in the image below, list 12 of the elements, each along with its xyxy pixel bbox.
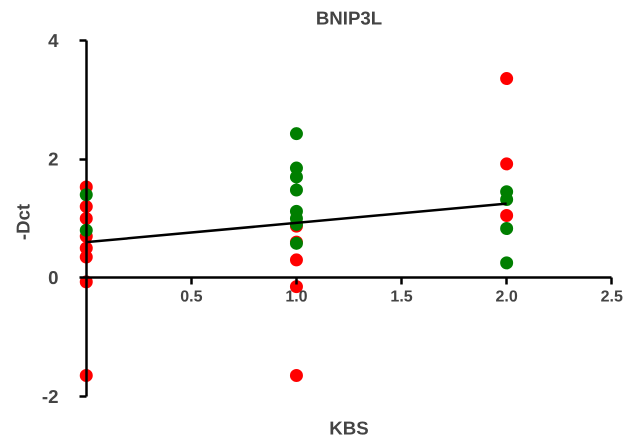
y-tick-label: 4 bbox=[48, 30, 60, 52]
chart-title: BNIP3L bbox=[316, 8, 382, 28]
x-tick-label: 1.5 bbox=[390, 288, 413, 306]
x-tick-label: 1.0 bbox=[285, 288, 308, 306]
x-tick-label: 2.5 bbox=[600, 288, 623, 306]
y-tick-label: -2 bbox=[42, 386, 59, 407]
y-tick-label: 2 bbox=[48, 148, 59, 170]
x-axis-title: KBS bbox=[329, 418, 369, 438]
x-tick-label: 0.5 bbox=[180, 288, 203, 306]
y-axis-title: -Dct bbox=[12, 204, 34, 240]
y-tick-label: 0 bbox=[48, 267, 59, 288]
x-tick-label: 2.0 bbox=[496, 288, 518, 306]
